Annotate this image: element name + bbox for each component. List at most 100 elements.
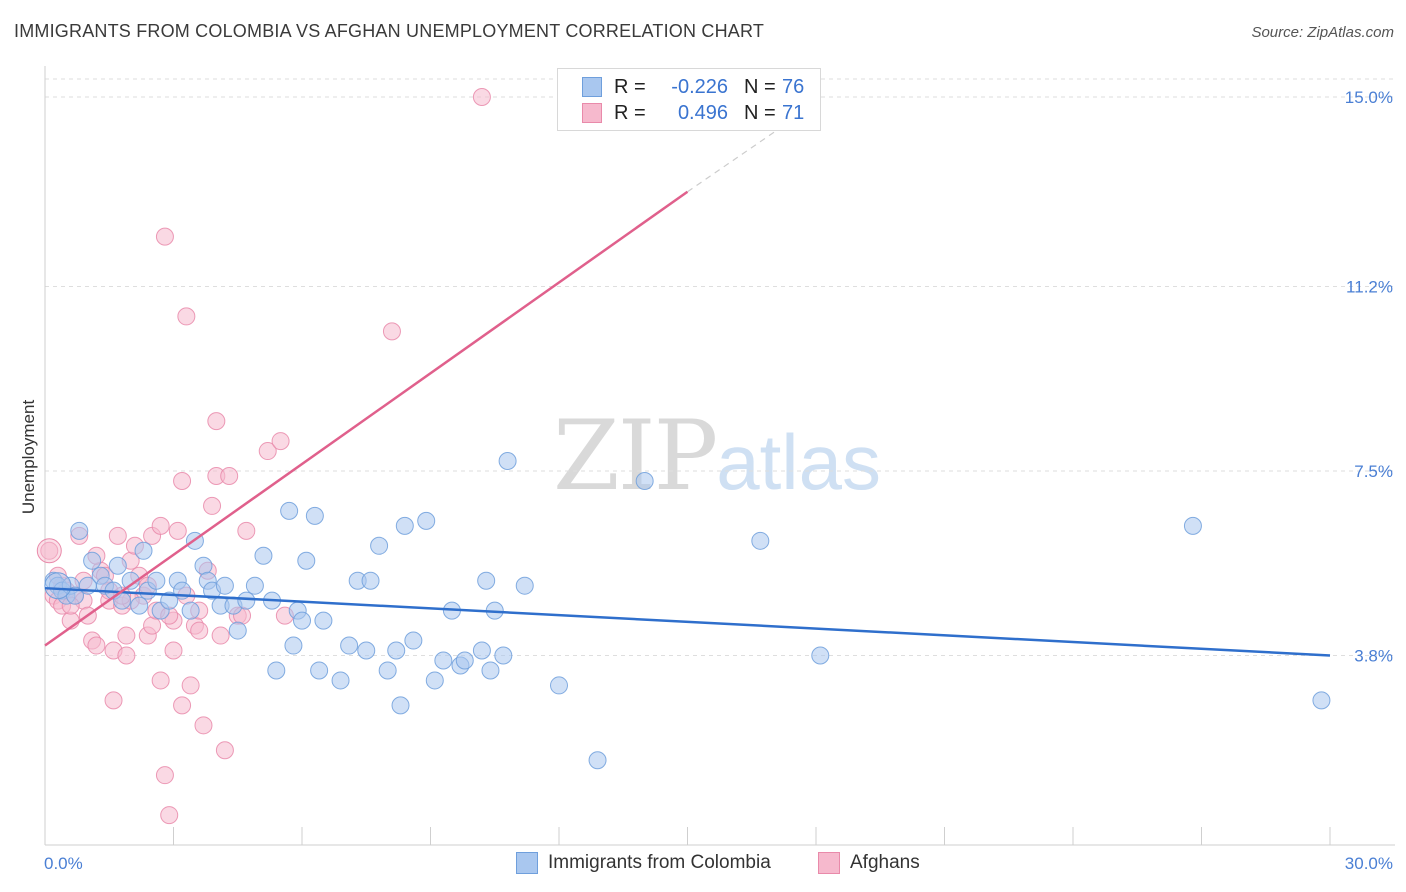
colombia-point	[498, 452, 517, 471]
colombia-point	[108, 556, 127, 575]
colombia-point	[391, 696, 410, 715]
colombia-point	[215, 576, 234, 595]
colombia-point	[361, 571, 380, 590]
afghan-point	[151, 671, 170, 690]
chart-title: IMMIGRANTS FROM COLOMBIA VS AFGHAN UNEMP…	[14, 21, 765, 41]
y-tick-label: 3.8%	[1354, 647, 1393, 666]
afghan-point	[203, 496, 222, 515]
colombia-point	[310, 661, 329, 680]
afghan-point	[155, 227, 174, 246]
colombia-point	[455, 651, 474, 670]
colombia-point	[297, 551, 316, 570]
axes	[44, 66, 1395, 846]
n-value: 76	[782, 75, 805, 98]
legend-row-colombia: R = -0.226 N = 76	[582, 74, 804, 100]
n-value: 71	[782, 101, 805, 124]
colombia-point	[434, 651, 453, 670]
afghan-point	[168, 521, 187, 540]
y-tick-label: 15.0%	[1345, 88, 1393, 107]
colombia-points	[44, 452, 1331, 770]
afghan-point	[155, 766, 174, 785]
afghan-point	[190, 621, 209, 640]
colombia-point	[378, 661, 397, 680]
colombia-point	[284, 636, 303, 655]
colombia-point	[331, 671, 350, 690]
trend-lines	[44, 126, 1331, 657]
afghan-point	[36, 538, 62, 564]
grid	[45, 78, 1395, 657]
n-label: N =	[744, 75, 776, 98]
afghan-swatch	[582, 103, 602, 123]
x-tick-label: 0.0%	[44, 854, 83, 873]
x-tick-label: 30.0%	[1345, 854, 1393, 873]
colombia-point	[635, 471, 654, 490]
colombia-point	[370, 536, 389, 555]
colombia-point	[811, 646, 830, 665]
afghan-point	[215, 741, 234, 760]
afghan-point	[160, 806, 179, 825]
y-axis-title: Unemployment	[19, 400, 38, 515]
watermark: ZIPatlas	[553, 400, 881, 512]
colombia-point	[121, 571, 140, 590]
colombia-point	[387, 641, 406, 660]
colombia-point	[147, 571, 166, 590]
afghan-point	[40, 541, 59, 560]
legend-label-afghans: Afghans	[850, 852, 920, 873]
axis-labels: 3.8% 7.5% 11.2% 15.0% 0.0% 30.0% Unemployment	[19, 88, 1393, 873]
afghan-trend-extension	[687, 126, 783, 193]
source-credit: Source: ZipAtlas.com	[1251, 24, 1394, 41]
colombia-point	[228, 621, 247, 640]
afghan-point	[173, 696, 192, 715]
correlation-legend: R = -0.226 N = 76 R = 0.496 N = 71	[557, 68, 821, 131]
colombia-point	[340, 636, 359, 655]
colombia-point	[515, 576, 534, 595]
afghan-point	[194, 716, 213, 735]
colombia-point	[494, 646, 513, 665]
colombia-point	[160, 591, 179, 610]
colombia-point	[134, 541, 153, 560]
colombia-trend-line	[44, 586, 1331, 657]
afghan-point	[181, 676, 200, 695]
colombia-point	[1183, 516, 1202, 535]
afghan-point	[220, 466, 239, 485]
afghan-point	[117, 646, 136, 665]
afghan-point	[207, 412, 226, 431]
n-label: N =	[744, 101, 776, 124]
colombia-point	[237, 591, 256, 610]
afghan-point	[271, 432, 290, 451]
afghan-trend-line	[44, 190, 689, 647]
colombia-point	[477, 571, 496, 590]
afghan-point	[164, 641, 183, 660]
colombia-point	[588, 751, 607, 770]
afghan-point	[472, 88, 491, 106]
colombia-point	[1312, 691, 1331, 710]
colombia-point	[293, 611, 311, 630]
colombia-point	[357, 641, 376, 660]
afghan-point	[87, 636, 106, 655]
afghan-point	[382, 322, 401, 341]
afghan-point	[237, 521, 256, 540]
r-value: 0.496	[677, 101, 728, 124]
colombia-point	[70, 521, 89, 540]
legend-row-afghan: R = 0.496 N = 71	[582, 100, 804, 126]
watermark-zip: ZIP	[553, 400, 718, 512]
colombia-point	[44, 572, 72, 600]
afghan-swatch	[818, 852, 840, 874]
r-label: R =	[614, 101, 646, 124]
legend-item-colombia[interactable]: Immigrants from Colombia	[516, 852, 771, 874]
afghan-point	[258, 442, 277, 461]
colombia-point	[425, 671, 444, 690]
afghan-point	[143, 616, 162, 635]
series-legend: Immigrants from Colombia Afghans	[0, 852, 1406, 878]
colombia-point	[267, 661, 286, 680]
colombia-point	[254, 546, 273, 565]
colombia-point	[472, 641, 491, 660]
colombia-swatch	[582, 77, 602, 97]
afghan-point	[173, 471, 192, 490]
r-value: -0.226	[671, 75, 728, 98]
colombia-point	[314, 611, 333, 630]
afghan-point	[104, 691, 123, 710]
colombia-point	[280, 501, 299, 520]
legend-item-afghans[interactable]: Afghans	[818, 852, 920, 874]
